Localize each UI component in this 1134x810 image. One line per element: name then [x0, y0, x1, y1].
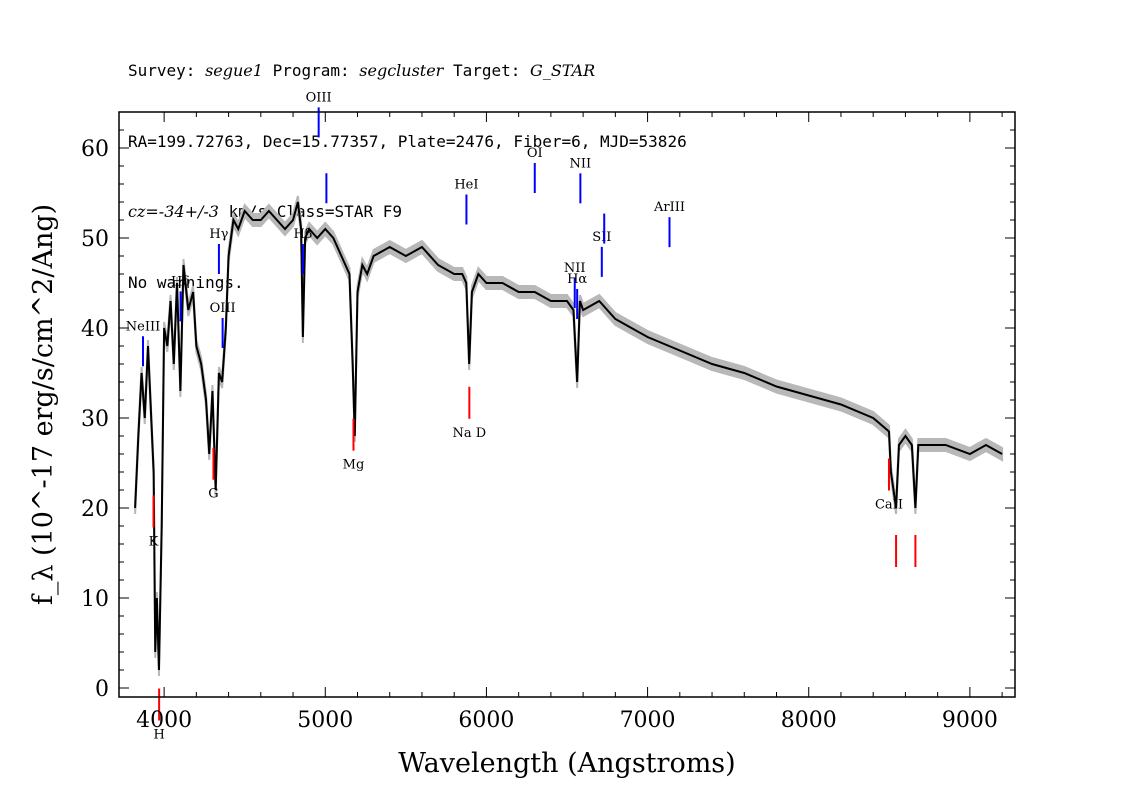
absorption-line-label: Mg: [343, 458, 365, 473]
absorption-line-label: K: [149, 534, 159, 549]
emission-line-label: NII: [564, 261, 586, 276]
spectral-lines-layer: NeIIIHδHγOIIIHβOIIIHeIOINIIHαNIISIIArIII…: [126, 90, 917, 743]
flux-series-line: [134, 201, 1003, 671]
emission-line-label: Hβ: [293, 227, 312, 242]
program-value: segcluster: [359, 61, 444, 80]
emission-line-label: NeIII: [126, 319, 160, 334]
survey-label: Survey:: [128, 61, 206, 80]
axis-ticks: [119, 112, 1015, 697]
absorption-line-label: CaII: [875, 498, 903, 513]
x-tick-label: 5000: [297, 708, 353, 733]
tick-labels: 4000 5000 6000 7000 8000 9000 0 10 20 30 40 50 60: [81, 137, 998, 733]
absorption-line-label: Na D: [452, 426, 486, 441]
target-value: G_STAR: [530, 61, 596, 80]
header-line-coords: RA=199.72763, Dec=15.77357, Plate=2476, …: [128, 131, 687, 151]
cz-label: cz=: [128, 202, 159, 221]
emission-line-label: OIII: [306, 90, 332, 105]
error-band: [134, 195, 1004, 677]
emission-line-label: Hγ: [209, 227, 228, 242]
plot-frame: [118, 111, 1016, 698]
emission-line-label: HeI: [454, 178, 478, 193]
y-tick-label: 20: [81, 497, 109, 522]
flux-layer: [134, 201, 1003, 671]
x-tick-label: 9000: [942, 708, 998, 733]
y-tick-label: 40: [81, 317, 109, 342]
emission-line-label: SII: [592, 230, 611, 245]
x-tick-label: 8000: [781, 708, 837, 733]
program-label: Program:: [262, 61, 360, 80]
x-tick-label: 7000: [620, 708, 676, 733]
emission-line-label: OIII: [210, 301, 236, 316]
emission-line-label: NII: [570, 156, 592, 171]
y-tick-label: 60: [81, 137, 109, 162]
emission-line-label: OI: [527, 146, 543, 161]
absorption-line-label: G: [208, 487, 218, 502]
y-tick-label: 0: [95, 677, 109, 702]
y-axis-label: f_λ (10^-17 erg/s/cm^2/Ang): [28, 204, 59, 605]
y-tick-label: 50: [81, 227, 109, 252]
target-label: Target:: [443, 61, 531, 80]
cz-value: -34+/-3: [158, 202, 219, 221]
x-tick-label: 4000: [136, 708, 192, 733]
y-tick-label: 10: [81, 587, 109, 612]
emission-line-label: ArIII: [653, 200, 685, 215]
survey-value: segue1: [205, 61, 263, 80]
emission-line-label: Hδ: [171, 274, 190, 289]
error-band-layer: [134, 195, 1004, 677]
x-axis-label: Wavelength (Angstroms): [398, 748, 735, 779]
x-tick-label: 6000: [458, 708, 514, 733]
emission-line-label: Hα: [567, 272, 587, 287]
header-line-survey: Survey: segue1 Program: segcluster Targe…: [128, 59, 687, 83]
absorption-line-label: H: [153, 728, 164, 743]
header-line-warnings: No warnings.: [128, 272, 244, 292]
y-tick-label: 30: [81, 407, 109, 432]
